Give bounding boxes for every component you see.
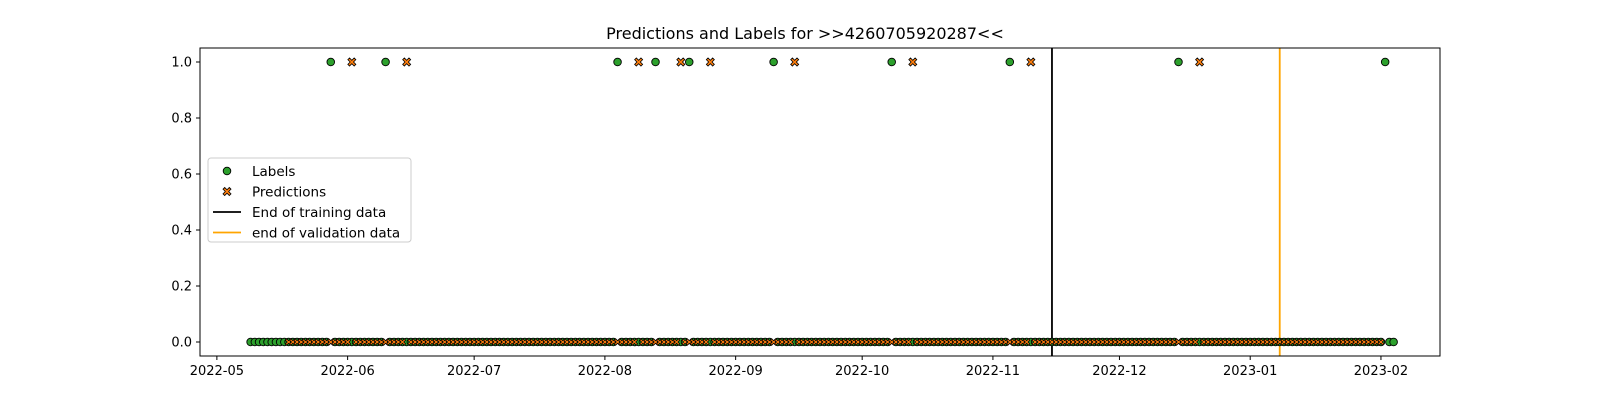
label-point-positive bbox=[1380, 57, 1390, 67]
label-point-positive bbox=[769, 57, 778, 67]
y-tick-label: 0.6 bbox=[171, 168, 192, 183]
x-tick-label: 2023-02 bbox=[1354, 364, 1408, 379]
label-point-positive bbox=[887, 57, 896, 67]
y-tick-label: 0.2 bbox=[171, 280, 192, 295]
data-points bbox=[246, 57, 1398, 347]
x-tick-label: 2022-10 bbox=[835, 364, 889, 379]
chart-title: Predictions and Labels for >>42607059202… bbox=[606, 24, 1004, 43]
x-tick-label: 2022-05 bbox=[190, 364, 244, 379]
x-tick-label: 2022-11 bbox=[966, 364, 1020, 379]
x-tick-label: 2022-06 bbox=[320, 364, 374, 379]
label-point bbox=[1389, 337, 1398, 347]
x-axis: 2022-05 2022-06 2022-07 2022-08 2022-09 2022-… bbox=[190, 356, 1408, 379]
label-point-positive bbox=[381, 57, 390, 67]
y-tick-label: 0.0 bbox=[171, 336, 192, 351]
prediction-point-positive bbox=[676, 57, 686, 67]
vertical-lines bbox=[1051, 48, 1281, 356]
legend-label: Labels bbox=[252, 164, 295, 180]
label-point-positive bbox=[613, 57, 622, 67]
legend-box bbox=[207, 157, 412, 243]
prediction-point-positive bbox=[790, 57, 800, 67]
label-point-positive bbox=[685, 57, 694, 67]
y-tick-label: 1.0 bbox=[171, 56, 192, 71]
prediction-point-positive bbox=[1195, 57, 1205, 67]
legend: Labels Predictions End of training data end… bbox=[207, 157, 412, 243]
legend-label: Predictions bbox=[252, 185, 326, 201]
legend-predictions-marker bbox=[222, 186, 232, 197]
prediction-point-positive bbox=[705, 57, 715, 67]
legend-labels-marker bbox=[222, 166, 232, 176]
plot-frame bbox=[199, 47, 1441, 357]
prediction-point bbox=[1191, 338, 1200, 346]
prediction-point bbox=[904, 338, 913, 346]
y-axis: 0.0 0.2 0.4 0.6 0.8 1.0 bbox=[171, 56, 200, 351]
prediction-point-positive bbox=[634, 57, 644, 67]
prediction-point bbox=[1022, 338, 1031, 346]
prediction-point bbox=[1377, 338, 1385, 346]
prediction-point-positive bbox=[347, 57, 357, 67]
prediction-point-positive bbox=[402, 57, 412, 67]
prediction-point bbox=[672, 338, 681, 346]
legend-label: End of training data bbox=[252, 205, 386, 221]
label-point-positive bbox=[326, 57, 336, 67]
label-point-positive bbox=[651, 57, 660, 67]
prediction-point-positive bbox=[1026, 57, 1036, 67]
prediction-point-positive bbox=[908, 57, 918, 67]
label-point-positive bbox=[1174, 57, 1183, 67]
x-tick-label: 2023-01 bbox=[1223, 364, 1277, 379]
prediction-point bbox=[343, 338, 352, 346]
legend-label: end of validation data bbox=[252, 226, 400, 242]
prediction-point bbox=[786, 338, 795, 346]
x-tick-label: 2022-12 bbox=[1092, 364, 1146, 379]
y-tick-label: 0.4 bbox=[171, 224, 192, 239]
prediction-point bbox=[630, 338, 639, 346]
prediction-point bbox=[398, 338, 407, 346]
prediction-point bbox=[702, 338, 710, 346]
x-tick-label: 2022-09 bbox=[708, 364, 762, 379]
x-tick-label: 2022-08 bbox=[578, 364, 632, 379]
y-tick-label: 0.8 bbox=[171, 112, 192, 127]
label-point-positive bbox=[1005, 57, 1015, 67]
x-tick-label: 2022-07 bbox=[447, 364, 501, 379]
